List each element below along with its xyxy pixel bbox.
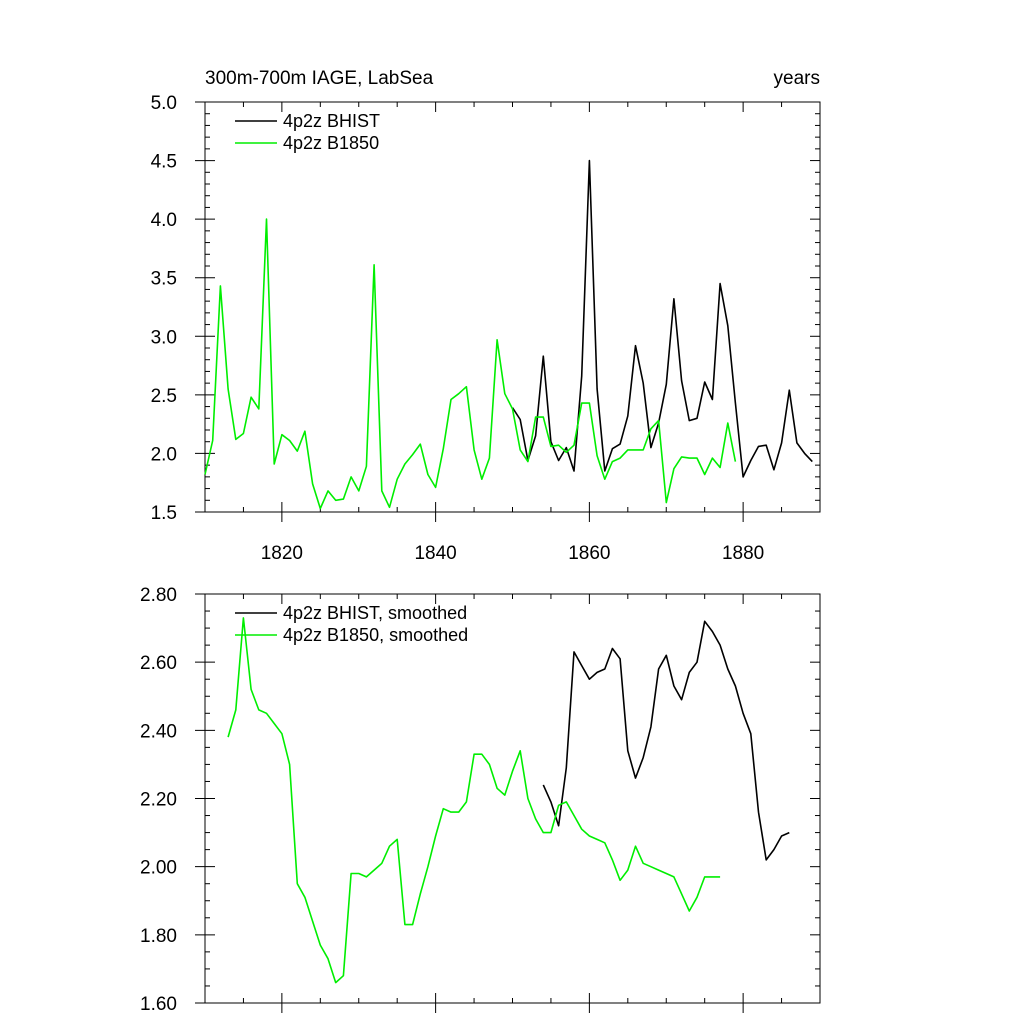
bottom-y-tick-label: 2.00 — [140, 858, 177, 879]
bottom-chart: 1.60 1.80 2.00 2.20 2.40 2.60 2.80 4p2z BHIST, … — [140, 585, 821, 1015]
bottom-plot-frame — [204, 593, 821, 1004]
top-series-line-2 — [204, 218, 737, 510]
bottom-y-tick-label: 2.20 — [140, 790, 177, 811]
top-y-tick-label: 2.5 — [151, 386, 177, 407]
top-x-tick-label: 1860 — [568, 543, 610, 564]
top-series-line-1 — [511, 159, 813, 478]
top-y-tick-label: 5.0 — [151, 93, 177, 114]
bottom-legend-label-2: 4p2z B1850, smoothed — [283, 625, 468, 645]
bottom-y-tick-label: 1.80 — [140, 926, 177, 947]
top-x-tick-label: 1840 — [414, 543, 456, 564]
bottom-legend-label-1: 4p2z BHIST, smoothed — [283, 603, 467, 623]
top-units-label: years — [774, 68, 820, 89]
top-y-tick-label: 2.0 — [151, 444, 177, 465]
bottom-series-line-1 — [542, 620, 790, 861]
bottom-series-line-2 — [227, 617, 721, 984]
bottom-y-tick-label: 2.60 — [140, 653, 177, 674]
top-legend-label-2: 4p2z B1850 — [283, 133, 379, 153]
bottom-y-tick-label: 1.60 — [140, 994, 177, 1015]
top-x-tick-label: 1880 — [722, 543, 764, 564]
top-y-tick-label: 3.5 — [151, 269, 177, 290]
top-legend-label-1: 4p2z BHIST — [283, 111, 380, 131]
top-chart-title: 300m-700m IAGE, LabSea — [205, 68, 434, 89]
bottom-y-tick-label: 2.80 — [140, 585, 177, 606]
top-y-tick-label: 3.0 — [151, 327, 177, 348]
top-x-tick-label: 1820 — [261, 543, 303, 564]
bottom-y-tick-label: 2.40 — [140, 721, 177, 742]
top-y-tick-label: 1.5 — [151, 503, 177, 524]
top-y-tick-label: 4.0 — [151, 210, 177, 231]
top-y-tick-label: 4.5 — [151, 152, 177, 173]
top-chart: 1820 1840 1860 1880 1.5 2.0 2.5 3.0 3.5 4.0 4.5 5.0… — [151, 68, 821, 564]
